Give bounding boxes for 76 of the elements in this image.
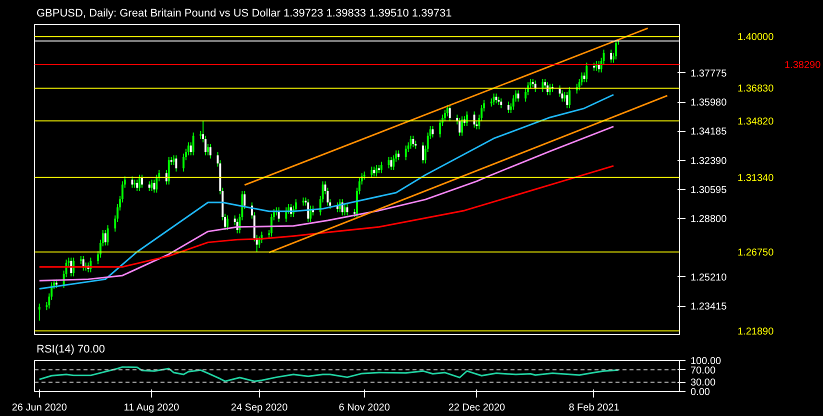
candlestick	[568, 86, 571, 109]
y-tick-label: 1.32390	[690, 156, 728, 167]
y-tick-label: 0.00	[690, 387, 710, 398]
candlestick	[473, 110, 476, 128]
candlestick	[106, 224, 109, 246]
candlestick	[448, 104, 451, 122]
candlestick	[444, 109, 446, 122]
candlestick	[294, 198, 297, 213]
y-tick-label: 1.35980	[690, 98, 728, 108]
candlestick	[187, 142, 190, 156]
candlestick	[615, 39, 617, 60]
y-tick-label: 1.34185	[690, 126, 728, 138]
x-tick-label: 22 Dec 2020	[448, 402, 506, 414]
y-tick-label: 1.23415	[690, 302, 728, 313]
candlestick	[558, 84, 561, 98]
candlestick	[610, 49, 612, 64]
ref-line-label: 1.34820	[738, 116, 774, 128]
y-tick-label: 70.00	[690, 365, 716, 376]
candlestick	[446, 104, 448, 117]
ref-line-label: 1.36830	[738, 84, 774, 95]
y-tick-label: 1.30595	[690, 184, 728, 196]
chart-title: RSI(14) 70.00	[36, 344, 105, 356]
candlestick	[153, 179, 156, 194]
candlestick	[138, 174, 141, 192]
y-tick-label: 1.37775	[690, 68, 728, 80]
y-tick-label: 1.28800	[690, 214, 728, 226]
candlestick	[226, 214, 228, 231]
y-tick-label: 100.00	[690, 356, 722, 367]
chart-title: GBPUSD, Daily: Great Britain Pound vs US Dollar 1.39723 1.39833 1.39510 1.39731	[36, 8, 452, 20]
x-tick-label: 24 Sep 2020	[230, 402, 288, 414]
ref-line-label: 1.21890	[738, 326, 774, 338]
candlestick	[182, 153, 185, 172]
candlestick	[461, 116, 464, 136]
candlestick	[141, 174, 143, 188]
ref-line-label: 1.26750	[738, 247, 774, 258]
candlestick	[175, 154, 178, 172]
ref-line-label: 1.38290	[784, 60, 822, 71]
candlestick	[500, 98, 502, 109]
candlestick	[422, 142, 424, 164]
y-tick-label: 30.00	[690, 378, 716, 389]
ref-line-label: 1.40000	[738, 32, 774, 44]
x-tick-label: 8 Feb 2021	[568, 402, 620, 414]
candlestick	[392, 154, 395, 170]
candlestick	[150, 179, 153, 192]
candlestick	[192, 132, 194, 156]
candlestick	[38, 303, 40, 322]
candlestick	[566, 91, 568, 109]
candlestick	[376, 164, 378, 177]
line-series	[38, 94, 614, 290]
candlestick	[370, 166, 373, 179]
candlestick	[586, 62, 588, 83]
ref-line-label: 1.31340	[738, 172, 774, 184]
line-series	[38, 366, 620, 382]
y-tick-label: 1.25210	[690, 272, 728, 284]
candlestick	[404, 145, 407, 161]
candlestick	[508, 101, 510, 114]
x-tick-label: 11 Aug 2020	[124, 402, 180, 414]
candlestick	[390, 156, 392, 170]
candlestick	[156, 174, 158, 194]
line-series	[38, 126, 614, 282]
candlestick	[380, 161, 382, 174]
candlestick	[136, 179, 138, 192]
line-series	[38, 165, 614, 268]
candlestick	[398, 150, 400, 161]
x-tick-label: 26 Jun 2020	[12, 402, 68, 414]
candlestick	[458, 117, 461, 136]
candlestick	[209, 143, 212, 160]
candlestick	[412, 135, 414, 148]
candlestick	[373, 166, 376, 177]
candlestick	[492, 93, 495, 106]
candlestick	[270, 213, 272, 238]
candlestick	[168, 156, 170, 186]
x-tick-label: 6 Nov 2020	[338, 402, 390, 414]
candlestick	[148, 180, 150, 192]
candlestick	[512, 94, 514, 110]
candlestick	[466, 110, 468, 127]
